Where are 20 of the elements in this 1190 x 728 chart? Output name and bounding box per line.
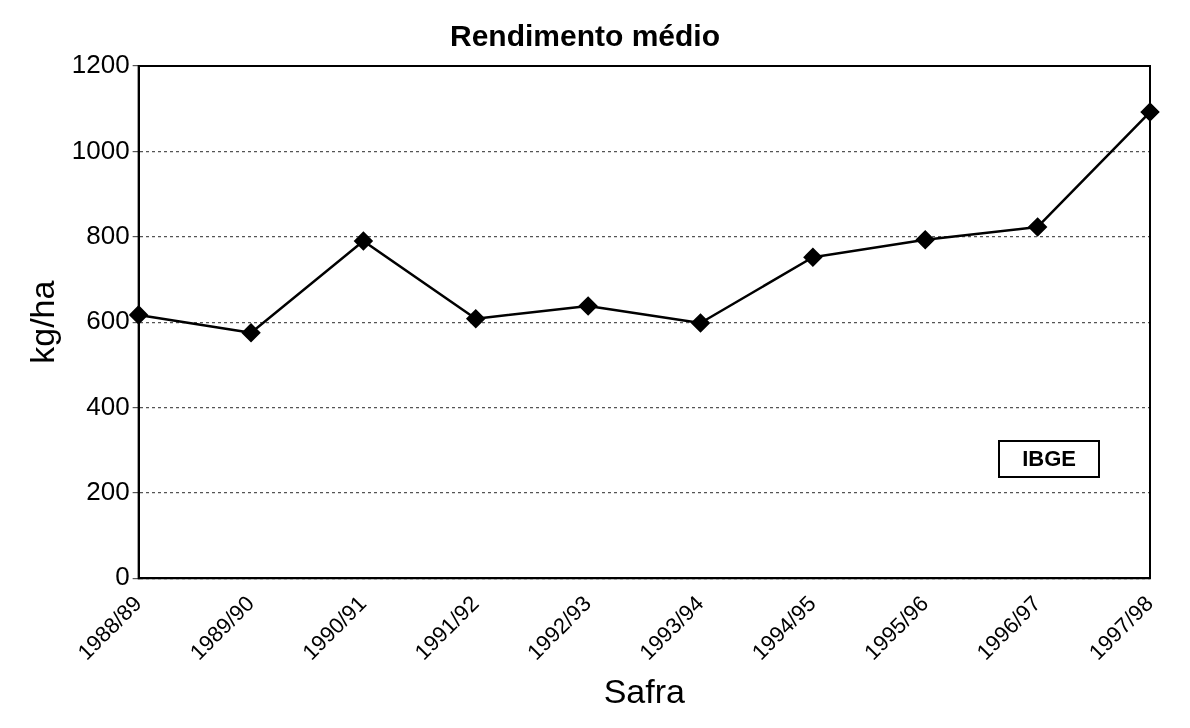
y-tick-label: 0: [115, 561, 130, 592]
y-tick-label: 1000: [71, 134, 130, 165]
point: [691, 313, 710, 333]
y-tick-label: 1200: [71, 49, 130, 80]
point: [916, 230, 935, 250]
point: [241, 323, 261, 343]
point: [129, 305, 148, 325]
point: [578, 296, 598, 316]
point: [466, 309, 486, 328]
y-tick-label: 200: [86, 476, 130, 507]
y-tick-label: 400: [86, 390, 130, 421]
point: [354, 231, 373, 251]
y-axis-title: kg/ha: [22, 280, 61, 364]
annotation: IBGE: [998, 440, 1100, 478]
chart-title: Rendimento médio: [449, 19, 721, 53]
point: [803, 248, 823, 267]
x-axis-title: Safra: [603, 671, 686, 710]
y-tick-label: 600: [86, 305, 130, 336]
point: [1028, 217, 1047, 237]
y-tick-label: 800: [86, 219, 130, 250]
